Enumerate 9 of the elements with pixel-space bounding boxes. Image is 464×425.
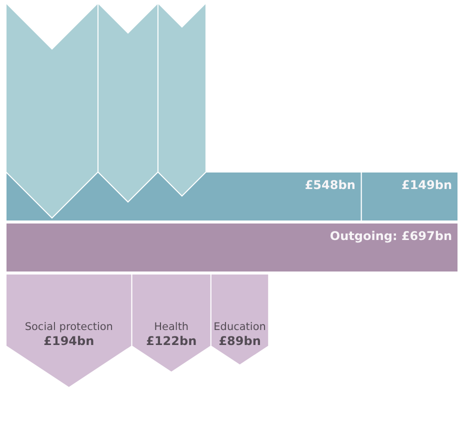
data-label: Outgoing: £697bn: [330, 229, 452, 243]
category-label: Social protection: [24, 321, 113, 333]
category-label: Health: [154, 321, 189, 333]
data-label: £194bn: [44, 334, 94, 348]
data-label: £89bn: [218, 334, 261, 348]
data-label: £548bn: [304, 178, 356, 192]
category-label: Education: [214, 321, 266, 333]
data-label: £122bn: [146, 334, 197, 348]
data-label: £149bn: [401, 178, 452, 192]
